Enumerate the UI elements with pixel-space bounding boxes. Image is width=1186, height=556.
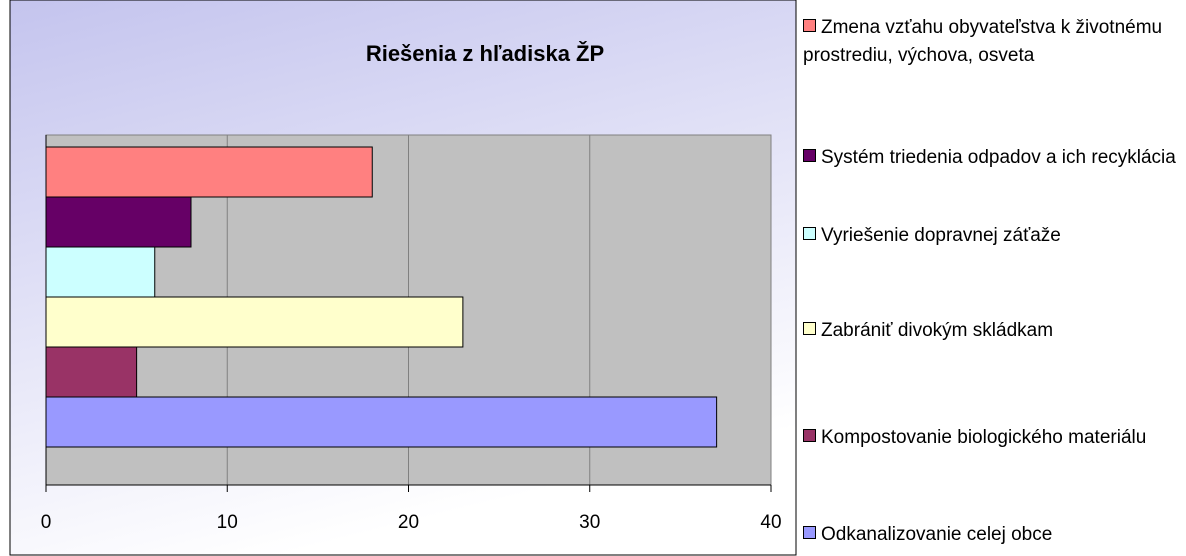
legend-label: Systém triedenia odpadov a ich recykláci… xyxy=(821,147,1176,168)
legend-swatch xyxy=(803,429,816,442)
legend-entry: Zmena vzťahu obyvateľstva k životnému pr… xyxy=(803,14,1183,70)
legend-label: Kompostovanie biologického materiálu xyxy=(821,427,1147,448)
x-tick-label: 0 xyxy=(41,512,52,533)
bar xyxy=(45,196,192,248)
legend-entry: Kompostovanie biologického materiálu xyxy=(803,424,1183,452)
legend-swatch xyxy=(803,227,816,240)
bar xyxy=(45,396,718,448)
legend-entry: Zabrániť divokým skládkam xyxy=(803,317,1183,345)
x-tick-label: 10 xyxy=(217,512,238,533)
legend-entry: Odkanalizovanie celej obce xyxy=(803,521,1183,549)
bar xyxy=(45,346,138,398)
x-tick-label: 40 xyxy=(760,512,781,533)
legend-entry: Vyriešenie dopravnej záťaže xyxy=(803,222,1183,250)
legend-label: Zmena vzťahu obyvateľstva k životnému pr… xyxy=(803,17,1163,66)
legend-swatch xyxy=(803,149,816,162)
legend-swatch xyxy=(803,19,816,32)
bar xyxy=(45,246,156,298)
legend-label: Odkanalizovanie celej obce xyxy=(821,524,1053,545)
legend-label: Zabrániť divokým skládkam xyxy=(821,320,1054,341)
bar xyxy=(45,146,373,198)
legend-entry: Systém triedenia odpadov a ich recykláci… xyxy=(803,144,1183,172)
legend-label: Vyriešenie dopravnej záťaže xyxy=(821,225,1061,246)
bar xyxy=(45,296,464,348)
legend-swatch xyxy=(803,322,816,335)
x-tick-label: 20 xyxy=(398,512,419,533)
chart-title: Riešenia z hľadiska ŽP xyxy=(366,41,604,66)
legend-swatch xyxy=(803,526,816,539)
x-tick-label: 30 xyxy=(579,512,600,533)
